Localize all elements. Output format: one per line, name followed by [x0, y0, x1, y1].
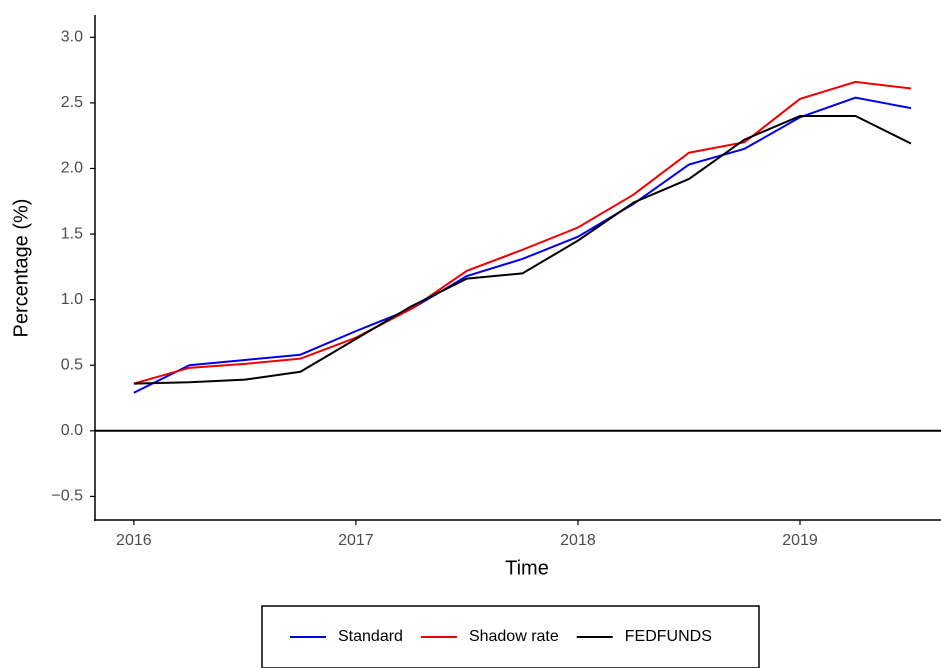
x-tick-label: 2018: [560, 532, 596, 549]
y-tick-label: 3.0: [61, 29, 83, 46]
x-tick-label: 2016: [116, 532, 152, 549]
series-line: [133, 80, 912, 385]
x-axis-title: Time: [505, 557, 549, 579]
y-tick-label: 2.5: [61, 94, 83, 111]
y-tick-label: 1.0: [61, 291, 83, 308]
legend-label: Standard: [338, 628, 403, 645]
series-line: [133, 115, 912, 385]
y-axis-title: Percentage (%): [10, 199, 32, 338]
legend-label: FEDFUNDS: [625, 628, 712, 645]
series-line: [133, 96, 912, 394]
x-tick-label: 2017: [338, 532, 374, 549]
y-tick-label: 0.0: [61, 422, 83, 439]
legend-box: [261, 605, 760, 668]
x-tick-label: 2019: [782, 532, 818, 549]
y-tick-label: −0.5: [51, 488, 83, 505]
y-tick-label: 1.5: [61, 225, 83, 242]
y-tick-label: 2.0: [61, 160, 83, 177]
y-tick-label: 0.5: [61, 356, 83, 373]
legend-label: Shadow rate: [469, 628, 559, 645]
